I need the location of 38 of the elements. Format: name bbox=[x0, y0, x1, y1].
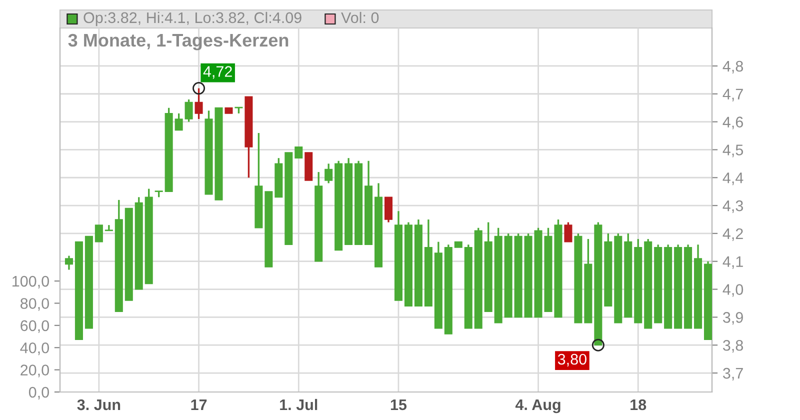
candlestick bbox=[294, 146, 303, 158]
y-tick-label: 3,8 bbox=[723, 340, 743, 353]
x-tick-label: 1. Jul bbox=[280, 398, 318, 410]
x-tick-label: 3. Jun bbox=[77, 399, 120, 410]
y-tick-label: 4,2 bbox=[722, 228, 743, 241]
y-tick-label: 4,5 bbox=[722, 144, 744, 158]
y-tick-label: 3,9 bbox=[723, 312, 743, 325]
y-tick-label: 4,4 bbox=[722, 172, 744, 186]
text: Vol: 0 bbox=[341, 12, 379, 24]
x-tick-label: 15 bbox=[390, 400, 407, 410]
y-tick-label: 4,1 bbox=[722, 256, 743, 269]
y-tick-label: 4,3 bbox=[722, 200, 743, 214]
candlestick bbox=[104, 224, 113, 232]
y2-tick-label: 100,0 bbox=[12, 276, 49, 289]
y-tick-label: 4,6 bbox=[722, 116, 743, 130]
candlestick bbox=[384, 196, 393, 224]
text: Op:3.82, Hi:4.1, Lo:3.82, Cl:4.09 bbox=[84, 12, 302, 26]
y-tick-label: 4,0 bbox=[722, 284, 744, 297]
annotation: 4,72 bbox=[203, 66, 232, 79]
y2-tick-label: 20,0 bbox=[20, 364, 49, 378]
candlestick bbox=[324, 162, 333, 184]
y2-tick-label: 40,0 bbox=[20, 342, 49, 356]
y-tick-label: 4,8 bbox=[722, 60, 743, 74]
candlestick bbox=[184, 98, 193, 123]
y-tick-label: 4,7 bbox=[722, 88, 743, 102]
annotation: 3,80 bbox=[558, 354, 586, 366]
x-tick-label: 18 bbox=[630, 399, 646, 410]
chart-title: 3 Monate, 1-Tages-Kerzen bbox=[68, 34, 288, 50]
candlestick bbox=[564, 221, 572, 243]
y-tick-label: 3,7 bbox=[723, 368, 743, 381]
y2-tick-label: 60,0 bbox=[20, 320, 49, 333]
candlestick bbox=[94, 224, 103, 242]
candlestick bbox=[174, 112, 183, 131]
x-tick-label: 4. Aug bbox=[515, 399, 560, 414]
candlestick bbox=[64, 254, 73, 271]
y2-tick-label: 0,0 bbox=[28, 386, 49, 400]
y2-tick-label: 80,0 bbox=[20, 298, 49, 311]
x-tick-label: 17 bbox=[191, 400, 207, 410]
